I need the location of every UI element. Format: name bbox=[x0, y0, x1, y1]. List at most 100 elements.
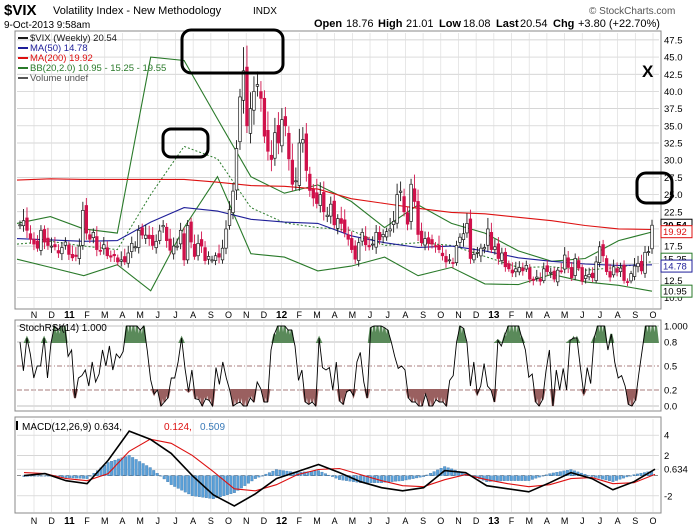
candle-body bbox=[329, 203, 333, 217]
macd-histogram-bar bbox=[68, 475, 72, 478]
candle-body bbox=[573, 258, 577, 276]
high-label: High bbox=[378, 18, 403, 30]
macd-histogram-bar bbox=[541, 475, 545, 477]
candle-body bbox=[430, 239, 434, 245]
macd-histogram-bar bbox=[194, 475, 198, 497]
candle-body bbox=[151, 235, 155, 246]
candle-body bbox=[339, 218, 343, 224]
macd-histogram-bar bbox=[520, 475, 524, 481]
macd-histogram-bar bbox=[162, 475, 166, 480]
macd-histogram-bar bbox=[71, 475, 75, 479]
macd-histogram-bar bbox=[390, 475, 394, 482]
x-tick-label: J bbox=[598, 516, 603, 526]
candle-body bbox=[374, 232, 378, 248]
x-tick-label: 12 bbox=[276, 310, 288, 321]
x-tick-label: N bbox=[455, 516, 462, 526]
x-tick-label: J bbox=[368, 310, 373, 320]
macd-histogram-bar bbox=[43, 475, 47, 477]
macd-histogram-bar bbox=[138, 461, 142, 476]
candle-body bbox=[545, 265, 549, 272]
candle-body bbox=[259, 91, 263, 99]
macd-histogram-bar bbox=[141, 463, 145, 476]
candle-body bbox=[611, 266, 616, 276]
price-legend-swatch bbox=[18, 47, 28, 49]
macd-histogram-bar bbox=[222, 475, 226, 496]
macd-histogram-bar bbox=[278, 469, 282, 476]
x-tick-label: N bbox=[455, 310, 462, 320]
macd-histogram-bar bbox=[257, 475, 261, 478]
candle-body bbox=[287, 132, 291, 160]
price-tag-label: 10.95 bbox=[663, 287, 687, 298]
price-y-tick-label: 45.0 bbox=[664, 53, 683, 64]
price-y-tick-label: 42.5 bbox=[664, 70, 683, 81]
macd-y-tick-label: 4 bbox=[664, 431, 669, 442]
x-tick-label: M bbox=[136, 516, 144, 526]
candle-body bbox=[185, 225, 190, 261]
macd-histogram-bar bbox=[534, 475, 538, 479]
candle-body bbox=[594, 261, 598, 281]
x-tick-label: F bbox=[84, 516, 90, 526]
candle-body bbox=[357, 242, 361, 261]
chart-exchange: INDX bbox=[253, 6, 277, 17]
candle-body bbox=[231, 190, 235, 213]
x-tick-label: S bbox=[208, 310, 214, 320]
macd-plot bbox=[22, 430, 656, 507]
candle-body bbox=[199, 239, 204, 247]
macd-histogram-bar bbox=[418, 475, 422, 478]
x-tick-label: A bbox=[544, 516, 550, 526]
candle-body bbox=[88, 234, 92, 240]
macd-histogram-bar bbox=[208, 475, 212, 499]
candle-body bbox=[590, 272, 595, 279]
candle-body bbox=[140, 227, 144, 236]
macd-histogram-bar bbox=[632, 474, 636, 476]
candle-body bbox=[465, 223, 469, 234]
candle-body bbox=[32, 238, 36, 245]
macd-histogram-bar bbox=[625, 475, 629, 478]
macd-histogram-bar bbox=[124, 456, 128, 476]
candle-body bbox=[615, 268, 619, 273]
macd-histogram-bar bbox=[551, 472, 555, 476]
macd-histogram-bar bbox=[239, 475, 243, 489]
macd-histogram-bar bbox=[215, 475, 219, 498]
candle-body bbox=[213, 255, 218, 261]
price-legend-label: BB(20,2.0) 10.95 - 15.25 - 19.55 bbox=[30, 63, 166, 74]
macd-histogram-bar bbox=[75, 475, 79, 479]
candle-body bbox=[238, 96, 242, 143]
x-tick-label: J bbox=[173, 516, 178, 526]
x-tick-label: M bbox=[525, 310, 533, 320]
callout-box-last bbox=[635, 171, 674, 205]
candle-body bbox=[350, 238, 354, 250]
callout-box-peak bbox=[180, 28, 285, 75]
price-y-tick-label: 40.0 bbox=[664, 87, 683, 98]
candle-body bbox=[227, 209, 232, 226]
macd-histogram-bar bbox=[78, 475, 82, 479]
macd-histogram-bar bbox=[232, 475, 236, 493]
stochrsi-y-tick-label: 1.000 bbox=[664, 322, 688, 333]
candle-body bbox=[646, 251, 651, 253]
candle-body bbox=[496, 243, 501, 259]
macd-histogram-bar bbox=[593, 475, 597, 478]
candle-body bbox=[388, 228, 392, 232]
candle-body bbox=[384, 231, 389, 238]
macd-histogram-bar bbox=[415, 475, 419, 479]
macd-histogram-bar bbox=[481, 475, 485, 481]
macd-histogram-bar bbox=[408, 475, 412, 480]
candle-body bbox=[395, 194, 399, 224]
macd-histogram-bar bbox=[243, 475, 247, 486]
candle-body bbox=[119, 259, 123, 262]
x-tick-label: F bbox=[297, 310, 303, 320]
x-tick-label: J bbox=[368, 516, 373, 526]
candle-body bbox=[318, 194, 322, 206]
macd-y-tick-label: 0.634 bbox=[664, 465, 688, 476]
macd-signal-line bbox=[23, 438, 656, 492]
stochrsi-y-tick-label: 0.5 bbox=[664, 362, 677, 373]
macd-histogram-bar bbox=[264, 473, 268, 476]
macd-histogram-bar bbox=[64, 475, 68, 478]
candle-body bbox=[102, 244, 106, 250]
x-tick-label: D bbox=[473, 310, 480, 320]
candle-body bbox=[95, 236, 99, 250]
macd-histogram-bar bbox=[341, 475, 345, 481]
x-tick-label: O bbox=[649, 516, 656, 526]
candle-body bbox=[63, 241, 68, 246]
